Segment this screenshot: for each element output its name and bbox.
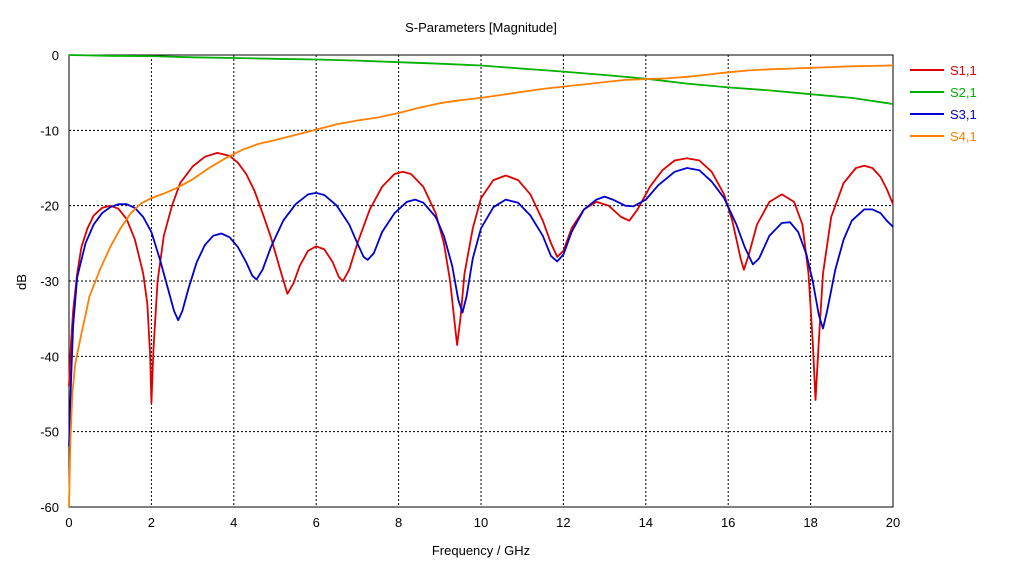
y-tick-label: -20 xyxy=(40,199,59,214)
legend: S1,1 S2,1 S3,1 S4,1 xyxy=(910,63,977,144)
x-tick-label: 14 xyxy=(639,515,653,530)
x-tick-label: 20 xyxy=(886,515,900,530)
x-tick-label: 4 xyxy=(230,515,237,530)
y-axis-label: dB xyxy=(14,274,29,290)
legend-label: S2,1 xyxy=(950,85,977,100)
series-line-s3-1 xyxy=(68,167,894,447)
x-tick-label: 18 xyxy=(803,515,817,530)
y-tick-label: -10 xyxy=(40,123,59,138)
chart-title: S-Parameters [Magnitude] xyxy=(405,20,557,35)
x-axis-label: Frequency / GHz xyxy=(432,543,530,558)
grid-lines xyxy=(69,55,893,507)
legend-label: S4,1 xyxy=(950,129,977,144)
series-line-s4-1 xyxy=(68,64,894,508)
x-tick-label: 16 xyxy=(721,515,735,530)
x-tick-label: 0 xyxy=(65,515,72,530)
legend-label: S3,1 xyxy=(950,107,977,122)
series-line-s2-1 xyxy=(68,54,894,105)
y-tick-label: 0 xyxy=(52,48,59,63)
plot-frame xyxy=(68,54,894,508)
series-line-s1-1 xyxy=(68,152,894,404)
axes: 0 2 4 6 8 10 12 14 16 18 20 0 -10 -20 -30 -40 -50 -60 xyxy=(40,48,900,530)
x-tick-label: 8 xyxy=(395,515,402,530)
y-tick-label: -30 xyxy=(40,274,59,289)
y-tick-label: -50 xyxy=(40,425,59,440)
x-tick-label: 12 xyxy=(556,515,570,530)
x-tick-label: 2 xyxy=(148,515,155,530)
y-tick-label: -40 xyxy=(40,349,59,364)
x-tick-label: 10 xyxy=(474,515,488,530)
series-lines xyxy=(68,54,894,508)
legend-label: S1,1 xyxy=(950,63,977,78)
x-tick-label: 6 xyxy=(313,515,320,530)
y-tick-label: -60 xyxy=(40,500,59,515)
